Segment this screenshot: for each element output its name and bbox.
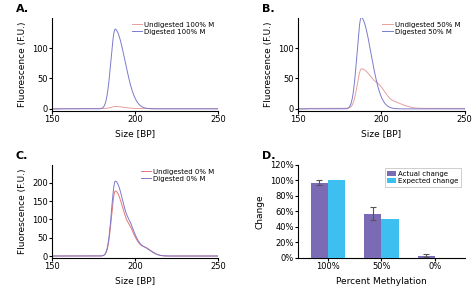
Text: B.: B. — [262, 4, 274, 14]
Legend: Undigested 50% M, Digested 50% M: Undigested 50% M, Digested 50% M — [380, 19, 463, 38]
Bar — [418, 255, 435, 258]
Bar — [328, 180, 345, 258]
X-axis label: Percent Methylation: Percent Methylation — [336, 277, 427, 286]
Y-axis label: Fluorescence (F.U.): Fluorescence (F.U.) — [264, 21, 273, 107]
Legend: Actual change, Expected change: Actual change, Expected change — [385, 168, 461, 187]
Y-axis label: Fluorescence (F.U.): Fluorescence (F.U.) — [18, 21, 27, 107]
Bar — [310, 183, 328, 258]
X-axis label: Size [BP]: Size [BP] — [115, 130, 155, 138]
X-axis label: Size [BP]: Size [BP] — [115, 277, 155, 286]
Legend: Undigested 100% M, Digested 100% M: Undigested 100% M, Digested 100% M — [129, 19, 217, 38]
Bar — [382, 219, 399, 258]
X-axis label: Size [BP]: Size [BP] — [361, 130, 401, 138]
Legend: Undigested 0% M, Digested 0% M: Undigested 0% M, Digested 0% M — [138, 166, 217, 185]
Y-axis label: Change: Change — [256, 194, 265, 229]
Y-axis label: Fluorescence (F.U.): Fluorescence (F.U.) — [18, 168, 27, 254]
Text: C.: C. — [16, 151, 28, 161]
Text: A.: A. — [16, 4, 29, 14]
Text: D.: D. — [262, 151, 275, 161]
Bar — [364, 214, 382, 258]
